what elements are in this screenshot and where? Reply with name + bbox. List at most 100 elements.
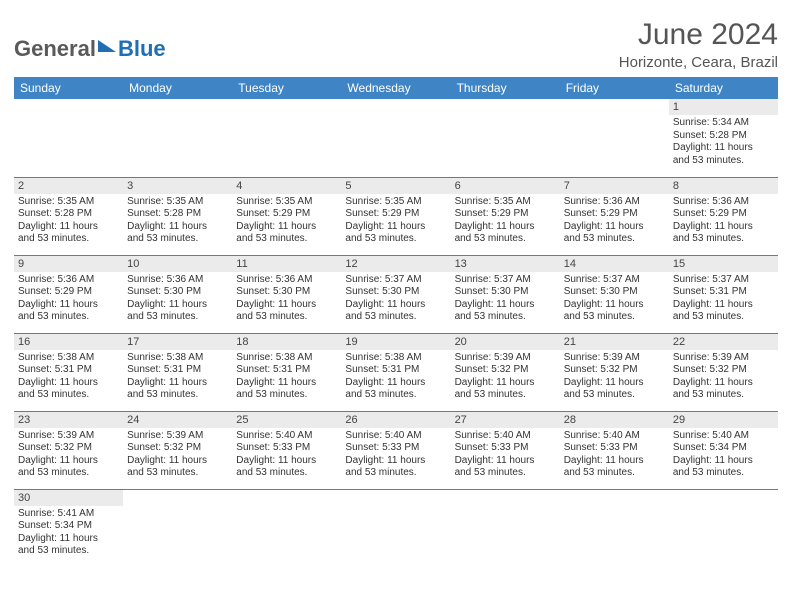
calendar-cell: 30Sunrise: 5:41 AMSunset: 5:34 PMDayligh… <box>14 489 123 567</box>
day-number: 20 <box>451 334 560 350</box>
day-details: Sunrise: 5:34 AMSunset: 5:28 PMDaylight:… <box>669 115 778 169</box>
day-number: 7 <box>560 178 669 194</box>
day-details: Sunrise: 5:37 AMSunset: 5:30 PMDaylight:… <box>560 272 669 326</box>
day-number: 29 <box>669 412 778 428</box>
calendar-cell <box>232 489 341 567</box>
day-number: 21 <box>560 334 669 350</box>
calendar-cell: 1Sunrise: 5:34 AMSunset: 5:28 PMDaylight… <box>669 99 778 177</box>
calendar-cell: 18Sunrise: 5:38 AMSunset: 5:31 PMDayligh… <box>232 333 341 411</box>
day-details: Sunrise: 5:37 AMSunset: 5:31 PMDaylight:… <box>669 272 778 326</box>
calendar-cell <box>123 489 232 567</box>
calendar-cell: 26Sunrise: 5:40 AMSunset: 5:33 PMDayligh… <box>341 411 450 489</box>
day-number: 9 <box>14 256 123 272</box>
calendar-cell: 3Sunrise: 5:35 AMSunset: 5:28 PMDaylight… <box>123 177 232 255</box>
header: General Blue June 2024 Horizonte, Ceara,… <box>14 18 778 71</box>
calendar-cell <box>669 489 778 567</box>
calendar-cell: 6Sunrise: 5:35 AMSunset: 5:29 PMDaylight… <box>451 177 560 255</box>
weekday-header: Wednesday <box>341 77 450 99</box>
brand-logo: General Blue <box>14 36 166 62</box>
day-number: 19 <box>341 334 450 350</box>
day-number: 17 <box>123 334 232 350</box>
calendar-cell: 15Sunrise: 5:37 AMSunset: 5:31 PMDayligh… <box>669 255 778 333</box>
calendar-cell: 14Sunrise: 5:37 AMSunset: 5:30 PMDayligh… <box>560 255 669 333</box>
calendar-cell: 5Sunrise: 5:35 AMSunset: 5:29 PMDaylight… <box>341 177 450 255</box>
day-details: Sunrise: 5:35 AMSunset: 5:28 PMDaylight:… <box>14 194 123 248</box>
day-number: 30 <box>14 490 123 506</box>
calendar-cell: 8Sunrise: 5:36 AMSunset: 5:29 PMDaylight… <box>669 177 778 255</box>
title-block: June 2024 Horizonte, Ceara, Brazil <box>619 18 778 71</box>
calendar-cell: 23Sunrise: 5:39 AMSunset: 5:32 PMDayligh… <box>14 411 123 489</box>
weekday-header: Thursday <box>451 77 560 99</box>
calendar-cell: 29Sunrise: 5:40 AMSunset: 5:34 PMDayligh… <box>669 411 778 489</box>
calendar-cell: 17Sunrise: 5:38 AMSunset: 5:31 PMDayligh… <box>123 333 232 411</box>
calendar-cell: 27Sunrise: 5:40 AMSunset: 5:33 PMDayligh… <box>451 411 560 489</box>
brand-sail-icon <box>98 40 116 52</box>
month-title: June 2024 <box>619 18 778 52</box>
calendar-cell <box>232 99 341 177</box>
day-number: 4 <box>232 178 341 194</box>
calendar-cell <box>451 489 560 567</box>
calendar-cell <box>341 489 450 567</box>
calendar-table: SundayMondayTuesdayWednesdayThursdayFrid… <box>14 77 778 567</box>
calendar-cell <box>451 99 560 177</box>
brand-part1: General <box>14 36 96 62</box>
day-details: Sunrise: 5:37 AMSunset: 5:30 PMDaylight:… <box>451 272 560 326</box>
calendar-cell: 13Sunrise: 5:37 AMSunset: 5:30 PMDayligh… <box>451 255 560 333</box>
calendar-cell: 7Sunrise: 5:36 AMSunset: 5:29 PMDaylight… <box>560 177 669 255</box>
weekday-header: Tuesday <box>232 77 341 99</box>
calendar-cell: 28Sunrise: 5:40 AMSunset: 5:33 PMDayligh… <box>560 411 669 489</box>
day-details: Sunrise: 5:39 AMSunset: 5:32 PMDaylight:… <box>560 350 669 404</box>
weekday-header: Saturday <box>669 77 778 99</box>
day-details: Sunrise: 5:35 AMSunset: 5:28 PMDaylight:… <box>123 194 232 248</box>
day-number: 26 <box>341 412 450 428</box>
calendar-cell: 11Sunrise: 5:36 AMSunset: 5:30 PMDayligh… <box>232 255 341 333</box>
brand-part2: Blue <box>118 36 166 62</box>
day-details: Sunrise: 5:38 AMSunset: 5:31 PMDaylight:… <box>232 350 341 404</box>
day-number: 13 <box>451 256 560 272</box>
calendar-cell: 16Sunrise: 5:38 AMSunset: 5:31 PMDayligh… <box>14 333 123 411</box>
calendar-cell <box>14 99 123 177</box>
calendar-cell: 2Sunrise: 5:35 AMSunset: 5:28 PMDaylight… <box>14 177 123 255</box>
day-number: 28 <box>560 412 669 428</box>
day-number: 24 <box>123 412 232 428</box>
weekday-header: Monday <box>123 77 232 99</box>
calendar-cell: 9Sunrise: 5:36 AMSunset: 5:29 PMDaylight… <box>14 255 123 333</box>
day-details: Sunrise: 5:36 AMSunset: 5:29 PMDaylight:… <box>560 194 669 248</box>
day-details: Sunrise: 5:35 AMSunset: 5:29 PMDaylight:… <box>451 194 560 248</box>
weekday-header: Friday <box>560 77 669 99</box>
day-number: 16 <box>14 334 123 350</box>
calendar-cell: 25Sunrise: 5:40 AMSunset: 5:33 PMDayligh… <box>232 411 341 489</box>
day-number: 15 <box>669 256 778 272</box>
day-number: 18 <box>232 334 341 350</box>
calendar-cell: 21Sunrise: 5:39 AMSunset: 5:32 PMDayligh… <box>560 333 669 411</box>
day-details: Sunrise: 5:41 AMSunset: 5:34 PMDaylight:… <box>14 506 123 560</box>
day-details: Sunrise: 5:38 AMSunset: 5:31 PMDaylight:… <box>341 350 450 404</box>
day-details: Sunrise: 5:36 AMSunset: 5:29 PMDaylight:… <box>669 194 778 248</box>
day-number: 6 <box>451 178 560 194</box>
calendar-cell: 12Sunrise: 5:37 AMSunset: 5:30 PMDayligh… <box>341 255 450 333</box>
day-number: 5 <box>341 178 450 194</box>
day-details: Sunrise: 5:39 AMSunset: 5:32 PMDaylight:… <box>451 350 560 404</box>
calendar-cell <box>341 99 450 177</box>
day-details: Sunrise: 5:35 AMSunset: 5:29 PMDaylight:… <box>232 194 341 248</box>
day-details: Sunrise: 5:40 AMSunset: 5:33 PMDaylight:… <box>341 428 450 482</box>
location: Horizonte, Ceara, Brazil <box>619 54 778 71</box>
day-number: 8 <box>669 178 778 194</box>
calendar-cell: 22Sunrise: 5:39 AMSunset: 5:32 PMDayligh… <box>669 333 778 411</box>
day-details: Sunrise: 5:36 AMSunset: 5:30 PMDaylight:… <box>123 272 232 326</box>
day-number: 22 <box>669 334 778 350</box>
day-number: 11 <box>232 256 341 272</box>
calendar-header-row: SundayMondayTuesdayWednesdayThursdayFrid… <box>14 77 778 99</box>
day-number: 25 <box>232 412 341 428</box>
day-details: Sunrise: 5:40 AMSunset: 5:34 PMDaylight:… <box>669 428 778 482</box>
calendar-cell: 20Sunrise: 5:39 AMSunset: 5:32 PMDayligh… <box>451 333 560 411</box>
day-number: 27 <box>451 412 560 428</box>
calendar-cell: 10Sunrise: 5:36 AMSunset: 5:30 PMDayligh… <box>123 255 232 333</box>
calendar-cell: 24Sunrise: 5:39 AMSunset: 5:32 PMDayligh… <box>123 411 232 489</box>
calendar-cell <box>123 99 232 177</box>
day-details: Sunrise: 5:39 AMSunset: 5:32 PMDaylight:… <box>123 428 232 482</box>
day-number: 3 <box>123 178 232 194</box>
day-details: Sunrise: 5:36 AMSunset: 5:30 PMDaylight:… <box>232 272 341 326</box>
day-details: Sunrise: 5:39 AMSunset: 5:32 PMDaylight:… <box>14 428 123 482</box>
day-number: 23 <box>14 412 123 428</box>
